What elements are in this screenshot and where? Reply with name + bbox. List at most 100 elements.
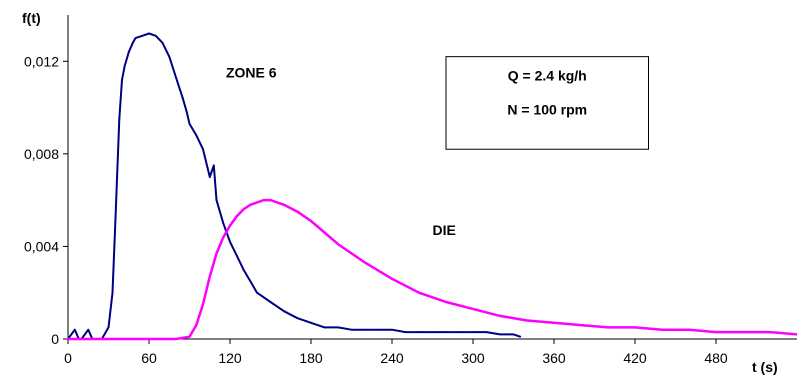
data-point: [111, 291, 114, 294]
data-point: [229, 240, 231, 243]
data-point: [688, 328, 690, 331]
x-tick-label: 300: [461, 350, 485, 366]
data-point: [323, 231, 326, 234]
data-point: [242, 268, 245, 271]
data-point: [215, 199, 218, 202]
data-point: [445, 331, 447, 333]
y-tick-label: 0,012: [24, 53, 59, 69]
data-point: [512, 333, 515, 336]
parameters-box: [445, 56, 649, 150]
data-point: [472, 308, 474, 310]
data-point: [634, 326, 636, 329]
data-point: [458, 331, 461, 333]
data-point: [337, 243, 339, 246]
data-point: [161, 41, 164, 44]
data-point: [391, 328, 393, 331]
data-point: [404, 331, 407, 333]
data-point: [249, 280, 252, 283]
data-point: [742, 331, 744, 333]
curve-label: ZONE 6: [226, 64, 277, 80]
x-tick-label: 360: [542, 350, 566, 366]
x-tick-label: 60: [141, 350, 157, 366]
data-point: [202, 148, 204, 151]
data-point: [553, 321, 555, 324]
data-point: [296, 317, 299, 320]
data-point: [418, 331, 420, 333]
data-point: [188, 335, 191, 338]
data-point: [175, 338, 177, 340]
data-point: [519, 335, 522, 338]
y-tick-label: 0,008: [24, 146, 59, 162]
y-tick-label: 0: [51, 331, 59, 347]
data-point: [215, 252, 218, 255]
data-point: [195, 324, 198, 327]
data-point: [269, 199, 272, 202]
data-point: [391, 277, 393, 280]
data-point: [67, 338, 69, 340]
data-point: [229, 224, 231, 227]
data-point: [580, 324, 582, 327]
data-point: [185, 111, 188, 114]
axes: [63, 15, 797, 344]
x-tick-label: 240: [380, 350, 404, 366]
data-point: [235, 254, 238, 257]
data-point: [208, 176, 211, 178]
data-point: [283, 203, 285, 206]
data-point: [175, 76, 177, 79]
data-point: [87, 328, 90, 331]
data-point: [499, 333, 501, 336]
data-point: [310, 220, 312, 222]
labels: 0 0,004 0,008 0,012 0 60 120 180 240 300 360 420 480…: [22, 10, 778, 375]
data-point: [445, 301, 447, 303]
data-point: [472, 331, 474, 333]
data-point: [526, 319, 528, 322]
data-point: [202, 303, 204, 306]
data-point: [323, 326, 326, 329]
data-point: [208, 275, 211, 278]
data-point: [256, 291, 258, 294]
data-point: [249, 203, 252, 206]
series-layer: [67, 32, 797, 341]
data-point: [181, 97, 184, 100]
data-point: [212, 164, 215, 167]
data-point: [131, 41, 134, 44]
x-tick-label: 420: [623, 350, 647, 366]
data-point: [337, 326, 339, 329]
data-point: [350, 252, 353, 255]
x-tick-label: 120: [218, 350, 242, 366]
data-point: [222, 222, 225, 225]
data-point: [134, 37, 137, 40]
x-tick-label: 480: [704, 350, 728, 366]
data-point: [118, 118, 121, 121]
data-point: [141, 34, 144, 37]
data-point: [168, 55, 171, 58]
data-point: [661, 328, 663, 331]
data-point: [418, 291, 420, 294]
data-point: [499, 314, 501, 317]
data-point: [154, 34, 157, 37]
data-point: [256, 201, 258, 204]
x-axis-title: t (s): [752, 359, 778, 375]
data-point: [364, 261, 366, 264]
parameter-text: Q = 2.4 kg/h: [508, 68, 587, 84]
data-point: [123, 65, 126, 67]
data-point: [276, 201, 279, 204]
data-point: [127, 51, 130, 53]
data-point: [310, 321, 312, 324]
y-tick-label: 0,004: [24, 238, 59, 254]
data-point: [235, 215, 238, 218]
data-point: [485, 331, 488, 333]
data-point: [121, 78, 123, 81]
data-point: [283, 310, 285, 313]
data-point: [377, 328, 380, 331]
data-point: [195, 134, 198, 137]
data-point: [148, 32, 150, 35]
data-point: [296, 210, 299, 213]
parameter-text: N = 100 rpm: [507, 102, 587, 118]
data-point: [222, 236, 225, 239]
data-point: [350, 328, 353, 331]
data-point: [107, 326, 110, 329]
data-point: [769, 331, 771, 333]
data-point: [242, 208, 245, 211]
